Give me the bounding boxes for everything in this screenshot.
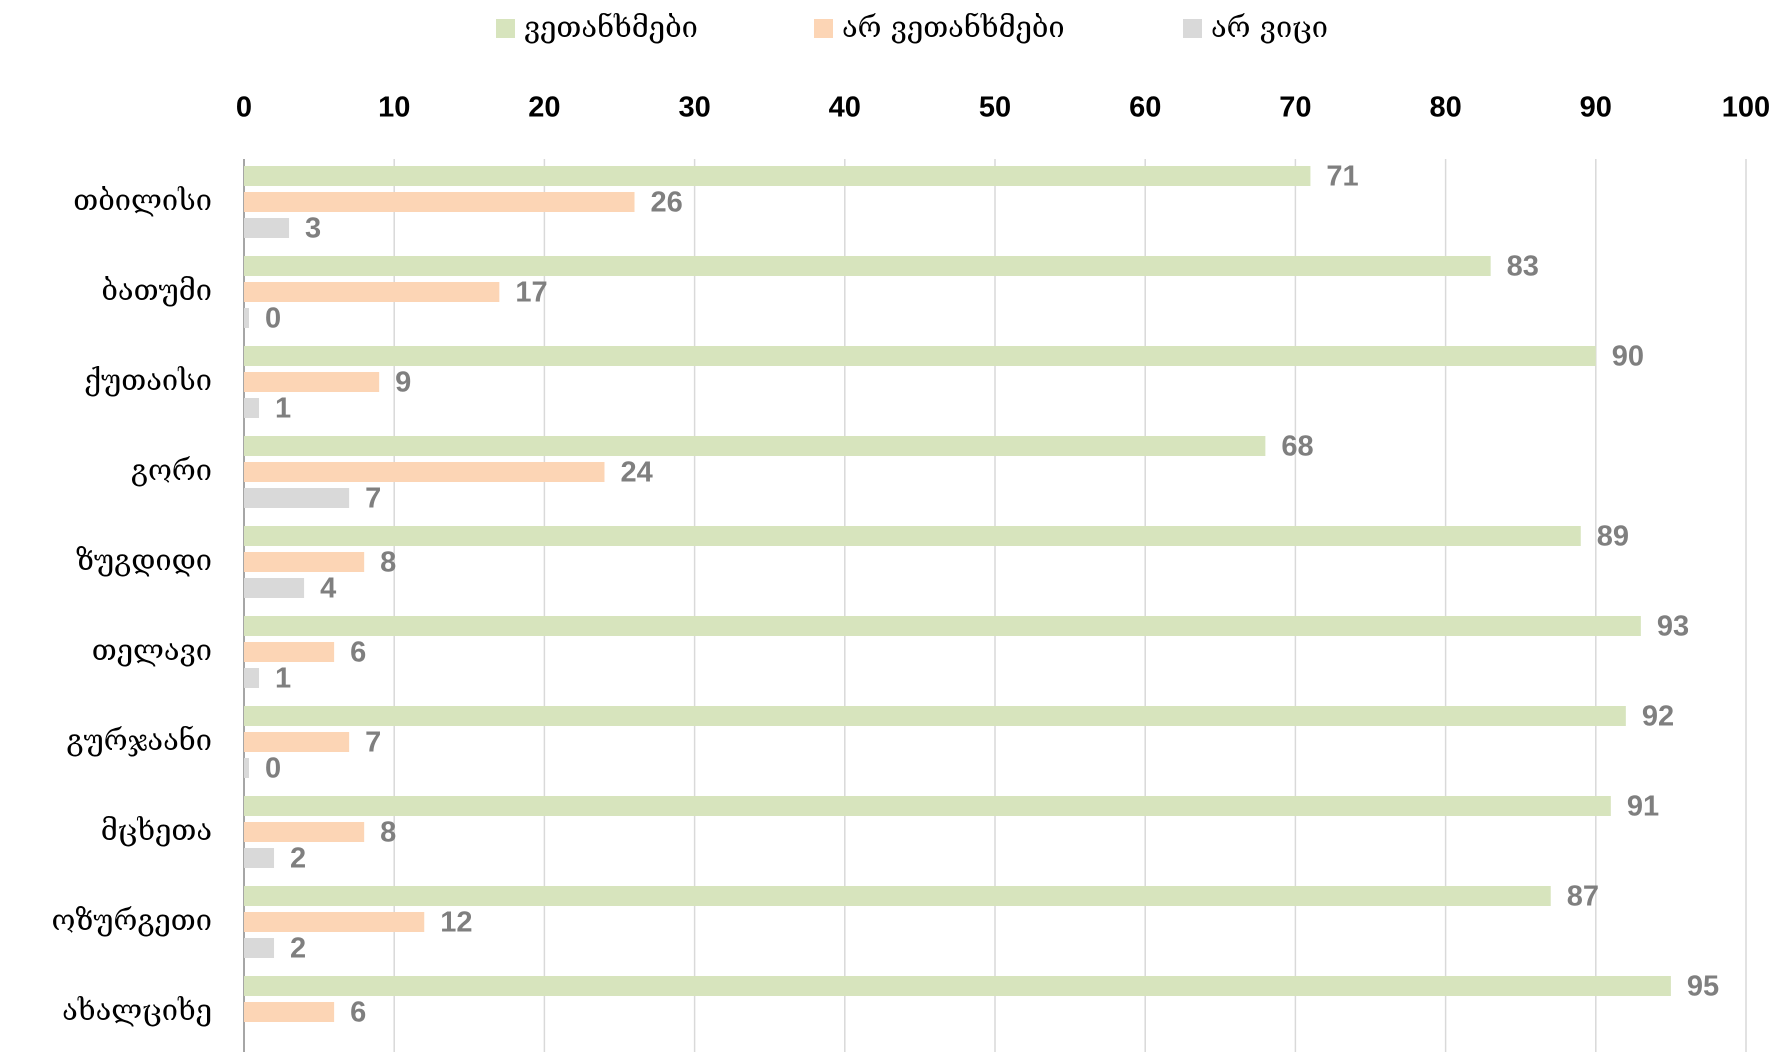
y-tick-label: მცხეთა bbox=[101, 813, 212, 847]
bar bbox=[244, 218, 290, 238]
bar bbox=[244, 436, 1266, 456]
legend-label: არ ვეთანხმები bbox=[842, 10, 1065, 44]
bar bbox=[244, 938, 275, 958]
y-tick-label: ზუგდიდი bbox=[76, 543, 212, 577]
x-tick-label: 70 bbox=[1279, 92, 1311, 124]
bar bbox=[244, 192, 635, 212]
bar bbox=[244, 256, 1491, 276]
value-label: 68 bbox=[1281, 431, 1313, 463]
bar bbox=[244, 346, 1596, 366]
value-label: 0 bbox=[265, 303, 281, 335]
bar bbox=[244, 796, 1611, 816]
legend-swatch bbox=[1183, 19, 1202, 38]
x-tick-label: 90 bbox=[1580, 92, 1612, 124]
y-tick-label: თბილისი bbox=[73, 183, 212, 217]
value-label: 89 bbox=[1597, 521, 1629, 553]
value-label: 1 bbox=[275, 393, 291, 425]
value-label: 87 bbox=[1567, 881, 1599, 913]
bar bbox=[244, 642, 335, 662]
bar bbox=[244, 668, 260, 688]
bar bbox=[244, 758, 249, 778]
bar bbox=[244, 488, 350, 508]
x-tick-label: 60 bbox=[1129, 92, 1161, 124]
value-label: 1 bbox=[275, 663, 291, 695]
value-label: 92 bbox=[1642, 701, 1674, 733]
value-label: 2 bbox=[290, 843, 306, 875]
bar bbox=[244, 976, 1671, 996]
bar bbox=[244, 822, 365, 842]
y-tick-label: ბათუმი bbox=[101, 273, 212, 307]
legend-label: არ ვიცი bbox=[1211, 10, 1328, 44]
y-tick-label: თელავი bbox=[92, 633, 212, 667]
value-label: 9 bbox=[395, 367, 411, 399]
bar bbox=[244, 526, 1581, 546]
y-tick-label: გორი bbox=[131, 453, 212, 487]
bar bbox=[244, 848, 275, 868]
value-label: 83 bbox=[1507, 251, 1539, 283]
bar bbox=[244, 616, 1641, 636]
value-label: 12 bbox=[440, 907, 472, 939]
value-label: 2 bbox=[290, 933, 306, 965]
x-tick-label: 30 bbox=[678, 92, 710, 124]
y-tick-label: ქუთაისი bbox=[84, 363, 212, 397]
value-label: 24 bbox=[620, 457, 652, 489]
value-label: 17 bbox=[515, 277, 547, 309]
value-label: 7 bbox=[365, 483, 381, 515]
y-tick-label: ოზურგეთი bbox=[51, 903, 212, 937]
value-label: 95 bbox=[1687, 971, 1719, 1003]
x-tick-label: 50 bbox=[979, 92, 1011, 124]
bar bbox=[244, 886, 1551, 906]
value-label: 26 bbox=[651, 187, 683, 219]
legend-swatch bbox=[814, 19, 833, 38]
bar bbox=[244, 578, 305, 598]
value-label: 6 bbox=[350, 637, 366, 669]
value-label: 6 bbox=[350, 997, 366, 1029]
bar bbox=[244, 552, 365, 572]
value-label: 90 bbox=[1612, 341, 1644, 373]
x-tick-label: 100 bbox=[1722, 92, 1770, 124]
bar bbox=[244, 1002, 335, 1022]
bar bbox=[244, 462, 605, 482]
value-label: 0 bbox=[265, 753, 281, 785]
y-tick-label: გურჯაანი bbox=[66, 723, 212, 757]
bar bbox=[244, 912, 425, 932]
value-label: 7 bbox=[365, 727, 381, 759]
x-tick-label: 20 bbox=[528, 92, 560, 124]
bar bbox=[244, 308, 249, 328]
legend-label: ვეთანხმები bbox=[524, 10, 698, 44]
y-tick-label: ახალციხე bbox=[62, 993, 212, 1027]
value-label: 8 bbox=[380, 817, 396, 849]
value-label: 93 bbox=[1657, 611, 1689, 643]
value-label: 71 bbox=[1326, 161, 1358, 193]
bar bbox=[244, 398, 260, 418]
value-label: 91 bbox=[1627, 791, 1659, 823]
bar bbox=[244, 706, 1626, 726]
bar bbox=[244, 166, 1311, 186]
value-label: 3 bbox=[305, 213, 321, 245]
x-tick-label: 10 bbox=[378, 92, 410, 124]
x-tick-label: 80 bbox=[1429, 92, 1461, 124]
x-tick-label: 0 bbox=[236, 92, 252, 124]
bar bbox=[244, 732, 350, 752]
bar bbox=[244, 282, 500, 302]
legend-swatch bbox=[496, 19, 515, 38]
value-label: 8 bbox=[380, 547, 396, 579]
x-tick-label: 40 bbox=[829, 92, 861, 124]
value-label: 4 bbox=[320, 573, 336, 605]
bar bbox=[244, 372, 380, 392]
